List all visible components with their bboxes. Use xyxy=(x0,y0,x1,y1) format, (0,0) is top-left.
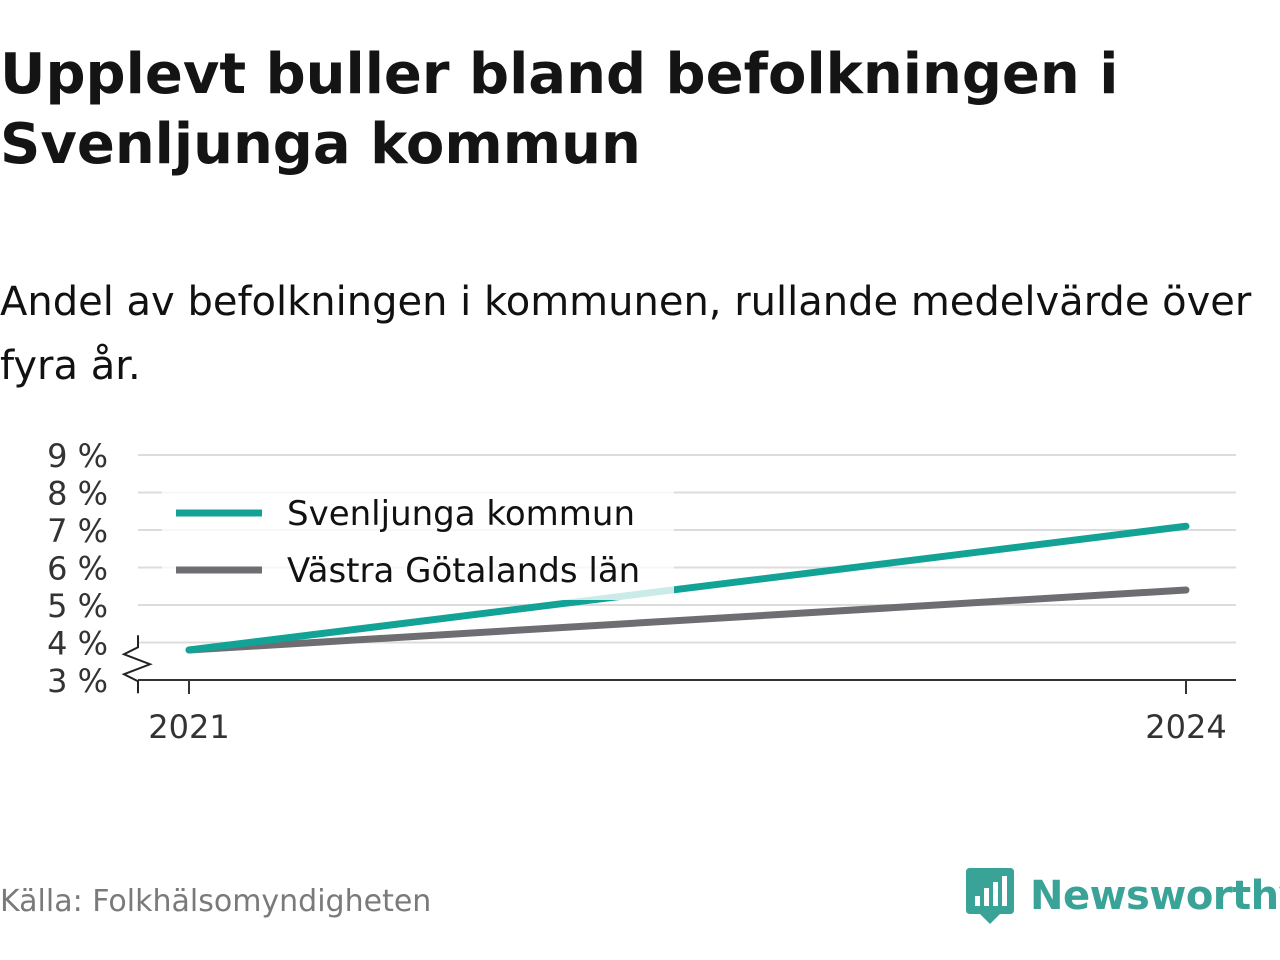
y-tick-label: 7 % xyxy=(47,512,108,550)
y-tick-label: 3 % xyxy=(47,662,108,700)
y-tick-label: 5 % xyxy=(47,587,108,625)
brand-name: Newsworthy xyxy=(1030,873,1280,919)
axes: 3 %4 %5 %6 %7 %8 %9 % 2021 2024 xyxy=(47,437,1236,746)
source-note: Källa: Folkhälsomyndigheten xyxy=(0,884,432,919)
x-tick-label: 2021 xyxy=(148,708,229,746)
brand-logo: Newsworthy xyxy=(964,864,1280,928)
legend-label: Svenljunga kommun xyxy=(287,494,635,534)
legend: Svenljunga kommun Västra Götalands län xyxy=(162,490,674,600)
series-line xyxy=(185,586,1190,654)
y-tick-label: 9 % xyxy=(47,437,108,475)
chart-subtitle: Andel av befolkningen i kommunen, rullan… xyxy=(0,279,1252,389)
y-tick-label: 8 % xyxy=(47,475,108,513)
y-tick-label: 6 % xyxy=(47,550,108,588)
legend-label: Västra Götalands län xyxy=(287,551,640,591)
chart-title: Upplevt buller bland befolkningen i Sven… xyxy=(0,42,1119,177)
y-tick-label: 4 % xyxy=(47,625,108,663)
series-lines xyxy=(185,522,1190,654)
series-line xyxy=(185,522,1190,654)
newsworthy-logo-icon xyxy=(966,868,1014,924)
x-tick-label: 2024 xyxy=(1145,708,1226,746)
y-axis-break-symbol xyxy=(121,635,153,694)
legend-background xyxy=(162,490,674,600)
